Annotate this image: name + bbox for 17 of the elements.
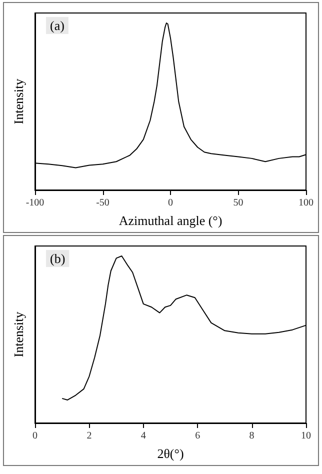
annotation: (b): [50, 251, 66, 266]
x-tick-label: 100: [298, 198, 314, 208]
x-tick-label: 50: [233, 198, 244, 208]
x-tick-label: 10: [301, 430, 311, 442]
x-tick-label: 0: [32, 430, 38, 442]
x-axis-title: Azimuthal angle (°): [118, 213, 222, 228]
x-tick-label: -100: [26, 198, 44, 208]
x-tick-label: 6: [195, 430, 200, 442]
y-axis-title: Intensity: [11, 311, 26, 358]
x-tick-label: -50: [96, 198, 110, 208]
annotation: (a): [50, 18, 64, 33]
x-tick-label: 4: [140, 430, 146, 442]
x-tick-label: 0: [168, 198, 173, 208]
x-tick-label: 2: [86, 430, 92, 442]
x-tick-label: 8: [249, 430, 254, 442]
y-axis-title: Intensity: [11, 78, 26, 124]
x-axis-title: 2θ(°): [157, 446, 184, 461]
